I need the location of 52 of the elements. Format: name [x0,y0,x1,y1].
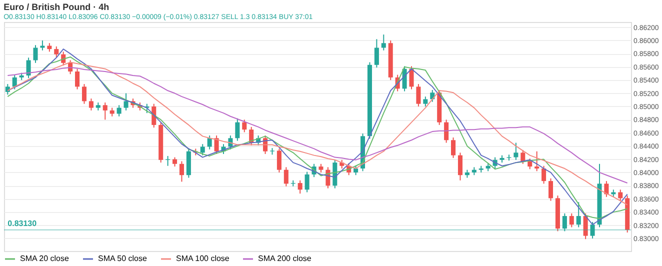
candlestick [590,221,595,239]
candlestick [54,46,59,58]
candlestick [5,84,10,96]
candlestick [102,102,108,120]
candlestick [374,38,379,68]
candlestick [207,135,212,150]
legend-label: SMA 20 close [20,254,70,263]
candlestick [75,68,80,90]
candlestick [569,212,574,228]
candlestick [242,119,247,133]
candlestick [88,98,94,111]
candlestick [458,152,462,181]
candlestick [534,150,540,172]
candlestick [186,148,191,178]
candlestick [172,156,178,168]
candlestick [542,165,546,184]
candlestick [276,148,282,173]
ref-line-label: 0.83130 [8,218,38,228]
candlestick [409,66,414,90]
candlestick [82,84,87,104]
candlestick [200,144,205,156]
candlestick [354,165,358,176]
candlestick [12,74,17,90]
candlestick [235,118,240,142]
candlestick [618,189,623,202]
candlestick [304,171,310,193]
candlestick [214,135,219,154]
candlestick [548,178,554,202]
candlestick [528,158,532,170]
candlestick [298,180,302,194]
candlestick [520,150,526,164]
candlestick [576,202,581,228]
candlestick [381,34,386,51]
candlestick [179,160,184,182]
candlestick [416,84,421,107]
candlestick [26,57,31,79]
chart-title: Euro / British Pound · 4h [4,2,110,12]
candlestick [124,92,128,111]
legend-label: SMA 200 close [258,254,312,263]
candlestick [284,166,288,187]
legend-label: SMA 100 close [176,254,230,263]
candlestick [562,212,567,232]
candlestick [514,142,518,160]
candlestick [152,103,156,128]
candlestick [423,96,428,107]
candlestick [451,136,456,158]
candlestick [444,119,449,144]
candlestick [33,44,38,64]
candlestick [116,104,122,117]
legend-label: SMA 50 close [98,254,148,263]
candlestick [583,212,588,240]
candlestick [604,180,609,198]
